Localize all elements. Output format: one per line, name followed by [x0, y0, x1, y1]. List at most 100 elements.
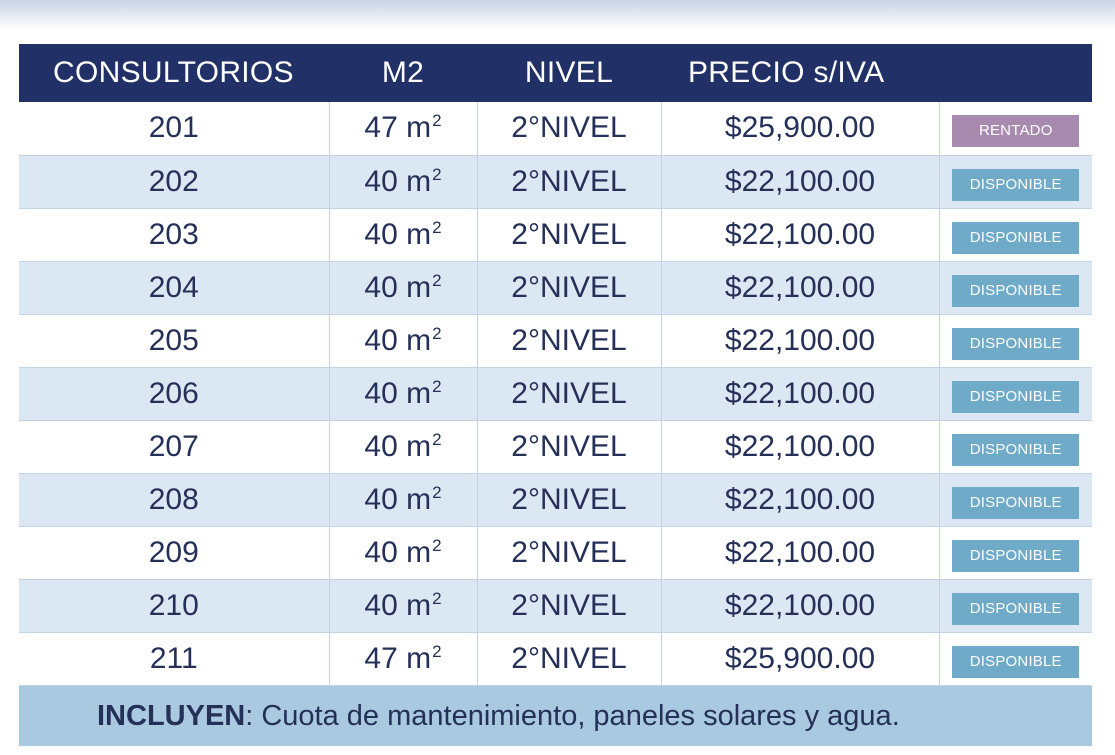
- m2-unit-exponent: 2: [432, 270, 442, 290]
- cell-m2: 40 m2: [329, 367, 478, 421]
- m2-value: 40: [364, 270, 398, 304]
- status-badge: DISPONIBLE: [952, 433, 1080, 466]
- consultorios-table-container: CONSULTORIOS M2 NIVEL PRECIO s/IVA 201 47…: [19, 44, 1092, 686]
- cell-nivel: 2°NIVEL: [477, 208, 662, 262]
- cell-estado: DISPONIBLE: [939, 632, 1092, 686]
- cell-estado: DISPONIBLE: [939, 261, 1092, 315]
- cell-precio: $22,100.00: [661, 155, 940, 209]
- cell-m2: 40 m2: [329, 314, 478, 368]
- cell-consultorio: 205: [19, 314, 330, 368]
- status-badge: DISPONIBLE: [952, 380, 1080, 413]
- m2-unit: m: [406, 270, 432, 304]
- cell-consultorio: 201: [19, 102, 330, 156]
- table-row: 211 47 m2 2°NIVEL $25,900.00 DISPONIBLE: [19, 632, 1092, 686]
- m2-value: 40: [364, 535, 398, 569]
- cell-consultorio: 211: [19, 632, 330, 686]
- m2-unit-exponent: 2: [432, 164, 442, 184]
- cell-nivel: 2°NIVEL: [477, 314, 662, 368]
- m2-value: 40: [364, 588, 398, 622]
- m2-value: 40: [364, 323, 398, 357]
- cell-nivel: 2°NIVEL: [477, 367, 662, 421]
- cell-estado: DISPONIBLE: [939, 155, 1092, 209]
- m2-unit: m: [406, 482, 432, 516]
- header-nivel: NIVEL: [524, 56, 614, 89]
- cell-estado: DISPONIBLE: [939, 420, 1092, 474]
- cell-precio: $22,100.00: [661, 579, 940, 633]
- header-precio: PRECIO s/IVA: [688, 56, 885, 89]
- cell-precio: $22,100.00: [661, 473, 940, 527]
- cell-m2: 40 m2: [329, 526, 478, 580]
- cell-precio: $25,900.00: [661, 632, 940, 686]
- cell-nivel: 2°NIVEL: [477, 526, 662, 580]
- table-row: 203 40 m2 2°NIVEL $22,100.00 DISPONIBLE: [19, 208, 1092, 262]
- footer-label: INCLUYEN: [97, 700, 246, 732]
- m2-value: 40: [364, 164, 398, 198]
- cell-estado: DISPONIBLE: [939, 473, 1092, 527]
- status-badge: DISPONIBLE: [952, 168, 1080, 201]
- footer-text: : Cuota de mantenimiento, paneles solare…: [245, 700, 900, 732]
- m2-value: 40: [364, 429, 398, 463]
- header-m2: M2: [381, 56, 425, 89]
- cell-m2: 40 m2: [329, 579, 478, 633]
- m2-unit-exponent: 2: [432, 482, 442, 502]
- cell-estado: DISPONIBLE: [939, 526, 1092, 580]
- m2-unit-exponent: 2: [432, 429, 442, 449]
- m2-unit: m: [406, 641, 432, 675]
- table-row: 207 40 m2 2°NIVEL $22,100.00 DISPONIBLE: [19, 420, 1092, 474]
- header-row: CONSULTORIOS M2 NIVEL PRECIO s/IVA: [19, 44, 1092, 102]
- cell-consultorio: 208: [19, 473, 330, 527]
- m2-unit-exponent: 2: [432, 535, 442, 555]
- m2-value: 40: [364, 482, 398, 516]
- cell-estado: RENTADO: [939, 102, 1092, 156]
- cell-precio: $22,100.00: [661, 314, 940, 368]
- cell-estado: DISPONIBLE: [939, 314, 1092, 368]
- cell-consultorio: 210: [19, 579, 330, 633]
- cell-nivel: 2°NIVEL: [477, 579, 662, 633]
- m2-unit: m: [406, 111, 432, 145]
- table-row: 204 40 m2 2°NIVEL $22,100.00 DISPONIBLE: [19, 261, 1092, 315]
- cell-m2: 40 m2: [329, 155, 478, 209]
- status-badge: DISPONIBLE: [952, 539, 1080, 572]
- top-background-strip: [0, 0, 1115, 30]
- cell-nivel: 2°NIVEL: [477, 155, 662, 209]
- m2-unit: m: [406, 376, 432, 410]
- cell-consultorio: 202: [19, 155, 330, 209]
- table-row: 202 40 m2 2°NIVEL $22,100.00 DISPONIBLE: [19, 155, 1092, 209]
- cell-estado: DISPONIBLE: [939, 208, 1092, 262]
- cell-estado: DISPONIBLE: [939, 579, 1092, 633]
- table-header: CONSULTORIOS M2 NIVEL PRECIO s/IVA: [19, 44, 1092, 102]
- table-row: 208 40 m2 2°NIVEL $22,100.00 DISPONIBLE: [19, 473, 1092, 527]
- status-badge: DISPONIBLE: [952, 221, 1080, 254]
- m2-unit-exponent: 2: [432, 588, 442, 608]
- table-body: 201 47 m2 2°NIVEL $25,900.00 RENTADO 202 40 m2…: [19, 102, 1092, 686]
- m2-value: 40: [364, 376, 398, 410]
- m2-unit: m: [406, 588, 432, 622]
- m2-unit: m: [406, 535, 432, 569]
- table-row: 210 40 m2 2°NIVEL $22,100.00 DISPONIBLE: [19, 579, 1092, 633]
- cell-precio: $22,100.00: [661, 208, 940, 262]
- m2-unit-exponent: 2: [432, 323, 442, 343]
- m2-unit: m: [406, 217, 432, 251]
- cell-nivel: 2°NIVEL: [477, 102, 662, 156]
- cell-consultorio: 203: [19, 208, 330, 262]
- cell-m2: 40 m2: [329, 261, 478, 315]
- table-row: 205 40 m2 2°NIVEL $22,100.00 DISPONIBLE: [19, 314, 1092, 368]
- cell-precio: $22,100.00: [661, 420, 940, 474]
- cell-precio: $25,900.00: [661, 102, 940, 156]
- table-row: 209 40 m2 2°NIVEL $22,100.00 DISPONIBLE: [19, 526, 1092, 580]
- cell-precio: $22,100.00: [661, 261, 940, 315]
- cell-nivel: 2°NIVEL: [477, 473, 662, 527]
- cell-m2: 40 m2: [329, 208, 478, 262]
- m2-unit-exponent: 2: [432, 217, 442, 237]
- status-badge: RENTADO: [952, 115, 1080, 148]
- m2-unit-exponent: 2: [432, 111, 442, 131]
- m2-value: 47: [364, 111, 398, 145]
- m2-unit: m: [406, 323, 432, 357]
- cell-precio: $22,100.00: [661, 367, 940, 421]
- cell-consultorio: 207: [19, 420, 330, 474]
- m2-unit: m: [406, 164, 432, 198]
- table-row: 201 47 m2 2°NIVEL $25,900.00 RENTADO: [19, 102, 1092, 156]
- cell-precio: $22,100.00: [661, 526, 940, 580]
- status-badge: DISPONIBLE: [952, 486, 1080, 519]
- status-badge: DISPONIBLE: [952, 327, 1080, 360]
